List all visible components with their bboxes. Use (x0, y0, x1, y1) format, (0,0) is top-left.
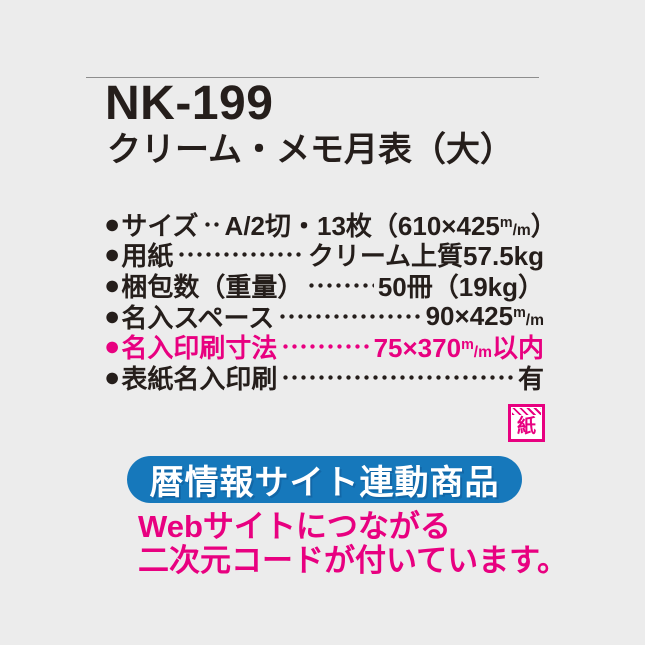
banner-label: 暦情報サイト連動商品 (149, 464, 500, 502)
spec-label: 表紙名入印刷 (121, 363, 278, 394)
dot-leader (281, 361, 514, 393)
spec-value: 90×425m/m (425, 300, 544, 331)
spec-label: 名入スペース (121, 302, 275, 333)
spec-value: 75×370m/m以内 (373, 333, 544, 364)
spec-value: 有 (517, 363, 544, 394)
spec-value: A/2切・13枚（610×425m/m） (224, 210, 557, 241)
paper-icon: 紙 (508, 404, 545, 442)
spec-row-packing: ● 梱包数（重量） 50冊（19kg） (104, 269, 544, 302)
calendar-info-site-banner: 暦情報サイト連動商品 (127, 456, 522, 503)
top-divider (86, 77, 539, 78)
qr-code-note-line1: Webサイトにつながる (138, 509, 451, 544)
dot-leader (307, 270, 374, 301)
spec-label: サイズ (121, 210, 199, 241)
spec-list: ● サイズ A/2切・13枚（610×425m/m） ● 用紙 クリーム上質57… (104, 208, 557, 394)
bullet-icon: ● (104, 208, 121, 239)
dot-leader (278, 300, 422, 332)
spec-row-size: ● サイズ A/2切・13枚（610×425m/m） (104, 208, 557, 241)
spec-label: 用紙 (121, 241, 174, 272)
bullet-icon: ● (104, 300, 121, 331)
product-name: クリーム・メモ月表（大） (107, 131, 514, 169)
spec-row-name-space: ● 名入スペース 90×425m/m (104, 300, 544, 333)
spec-row-cover-print: ● 表紙名入印刷 有 (104, 361, 544, 394)
bullet-icon: ● (104, 269, 121, 300)
qr-code-note-line2: 二次元コードが付いています。 (138, 543, 568, 578)
spec-value: クリーム上質57.5kg (307, 241, 544, 272)
bullet-icon: ● (104, 239, 121, 270)
dot-leader (202, 209, 221, 240)
spec-row-paper: ● 用紙 クリーム上質57.5kg (104, 239, 544, 271)
dot-leader (281, 331, 370, 362)
spec-row-print-size: ● 名入印刷寸法 75×370m/m以内 (104, 331, 544, 364)
spec-value: 50冊（19kg） (377, 271, 544, 302)
spec-label: 名入印刷寸法 (121, 333, 278, 364)
spec-label: 梱包数（重量） (121, 271, 304, 302)
qr-code-note: Webサイトにつながる 二次元コードが付いています。 (138, 510, 568, 578)
paper-icon-hatch (512, 408, 541, 415)
bullet-icon: ● (104, 331, 121, 362)
bullet-icon: ● (104, 361, 121, 392)
paper-icon-label: 紙 (516, 416, 536, 437)
product-code: NK-199 (105, 77, 274, 130)
dot-leader (177, 239, 304, 271)
